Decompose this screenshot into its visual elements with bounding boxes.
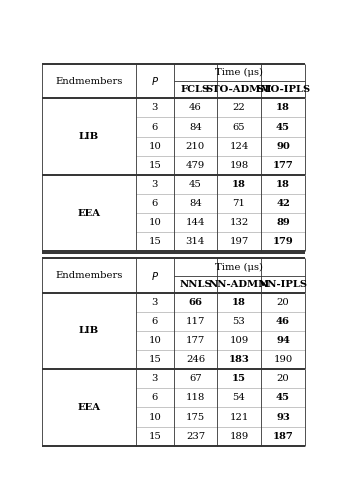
Text: Time (μs): Time (μs) [215,263,263,272]
Text: 6: 6 [152,393,158,402]
Text: 121: 121 [230,412,249,422]
Text: 45: 45 [276,393,290,402]
Text: 15: 15 [148,237,161,246]
Text: 15: 15 [148,432,161,441]
Text: 45: 45 [189,180,202,189]
Text: EEA: EEA [78,209,100,218]
Text: 237: 237 [186,432,205,441]
Text: Endmembers: Endmembers [55,77,123,86]
Text: 71: 71 [233,199,245,208]
Text: 84: 84 [189,123,202,132]
Text: 3: 3 [152,298,158,307]
Text: 198: 198 [230,161,248,170]
Text: 177: 177 [186,336,205,345]
Text: 46: 46 [189,104,202,112]
Text: 54: 54 [233,393,245,402]
Text: 246: 246 [186,355,205,364]
Text: 65: 65 [233,123,245,132]
Text: 15: 15 [148,161,161,170]
Text: 3: 3 [152,374,158,383]
Text: 18: 18 [276,104,290,112]
Text: FCLS: FCLS [181,86,210,94]
Text: 18: 18 [276,180,290,189]
Text: 117: 117 [186,317,205,326]
Text: 132: 132 [230,218,248,227]
Text: Endmembers: Endmembers [55,271,123,280]
Text: 109: 109 [230,336,248,345]
Text: 20: 20 [277,298,290,307]
Text: 90: 90 [276,142,290,151]
Text: 66: 66 [188,298,202,307]
Text: 190: 190 [274,355,293,364]
Text: NN-ADMM: NN-ADMM [208,280,270,289]
Text: 10: 10 [148,336,161,345]
Text: 189: 189 [230,432,248,441]
Text: 67: 67 [189,374,202,383]
Text: 53: 53 [233,317,245,326]
Text: EEA: EEA [78,403,100,412]
Text: 10: 10 [148,412,161,422]
Text: 89: 89 [276,218,290,227]
Text: 6: 6 [152,317,158,326]
Text: 210: 210 [186,142,205,151]
Text: NNLS: NNLS [179,280,212,289]
Text: 124: 124 [230,142,249,151]
Text: 18: 18 [232,298,246,307]
Text: 3: 3 [152,180,158,189]
Text: 118: 118 [186,393,205,402]
Text: 20: 20 [277,374,290,383]
Text: 15: 15 [232,374,246,383]
Text: 187: 187 [273,432,294,441]
Text: LIB: LIB [79,326,99,336]
Text: 93: 93 [276,412,290,422]
Text: 22: 22 [233,104,245,112]
Text: 177: 177 [273,161,294,170]
Text: 6: 6 [152,199,158,208]
Text: Time (μs): Time (μs) [215,68,263,77]
Text: 94: 94 [276,336,290,345]
Text: 183: 183 [228,355,250,364]
Text: 144: 144 [186,218,205,227]
Text: 479: 479 [186,161,205,170]
Text: $P$: $P$ [151,270,159,282]
Text: NN-IPLS: NN-IPLS [259,280,307,289]
Text: 46: 46 [276,317,290,326]
Text: 10: 10 [148,142,161,151]
Text: 15: 15 [148,355,161,364]
Text: 45: 45 [276,123,290,132]
Text: 179: 179 [273,237,294,246]
Text: 3: 3 [152,104,158,112]
Text: 18: 18 [232,180,246,189]
Text: $P$: $P$ [151,75,159,88]
Text: 42: 42 [276,199,290,208]
Text: 197: 197 [230,237,248,246]
Text: 314: 314 [186,237,205,246]
Text: 6: 6 [152,123,158,132]
Text: 10: 10 [148,218,161,227]
Text: 175: 175 [186,412,205,422]
Text: STO-IPLS: STO-IPLS [256,86,310,94]
Text: STO-ADMM: STO-ADMM [206,86,272,94]
Text: LIB: LIB [79,132,99,141]
Text: 84: 84 [189,199,202,208]
